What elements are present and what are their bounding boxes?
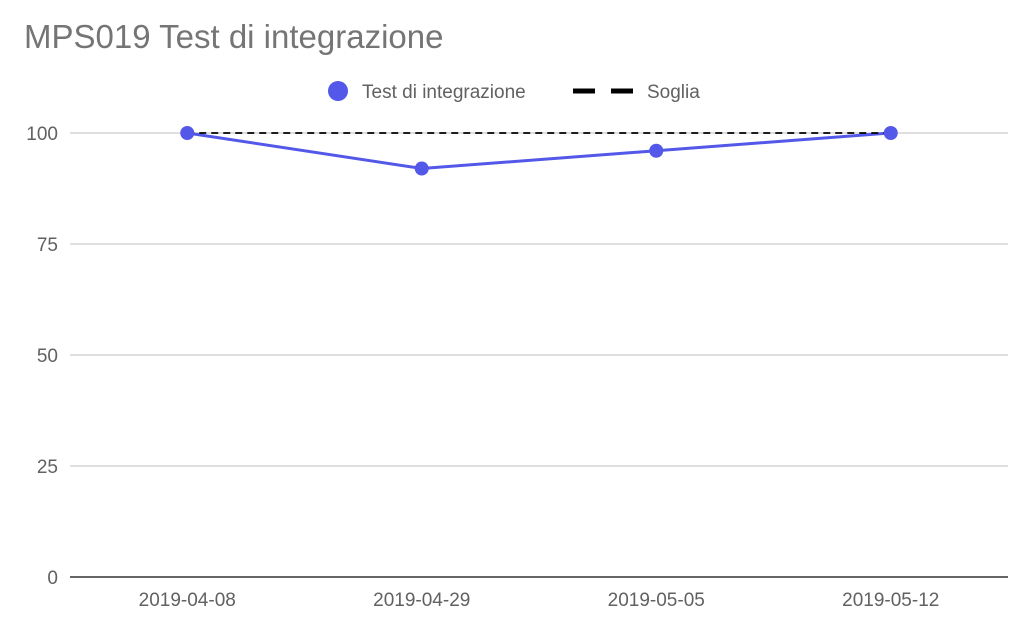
y-tick-label: 0 xyxy=(47,568,58,589)
data-point xyxy=(649,143,664,158)
legend-label-test-di-integrazione: Test di integrazione xyxy=(362,82,526,103)
legend-marker-test-di-integrazione xyxy=(328,81,348,101)
data-point xyxy=(414,161,429,176)
data-point xyxy=(180,126,195,140)
chart-title: MPS019 Test di integrazione xyxy=(24,18,444,55)
series-layer xyxy=(180,126,898,176)
y-tick-label: 75 xyxy=(37,235,58,256)
axes: 0 25 50 75 100 2019-04-08 2019-04-29 2019-05-05… xyxy=(26,124,1008,611)
data-point xyxy=(883,126,898,140)
x-tick-label: 2019-04-29 xyxy=(373,590,470,611)
y-tick-label: 100 xyxy=(26,124,58,145)
x-tick-label: 2019-05-12 xyxy=(842,590,939,611)
y-tick-label: 50 xyxy=(37,346,58,367)
x-tick-label: 2019-05-05 xyxy=(608,590,705,611)
series-line-test-di-integrazione xyxy=(187,131,891,171)
x-tick-label: 2019-04-08 xyxy=(139,590,236,611)
gridlines xyxy=(70,132,1008,467)
y-tick-label: 25 xyxy=(37,457,58,478)
legend-label-soglia: Soglia xyxy=(647,82,700,103)
legend: Test di integrazione Soglia xyxy=(328,81,700,103)
